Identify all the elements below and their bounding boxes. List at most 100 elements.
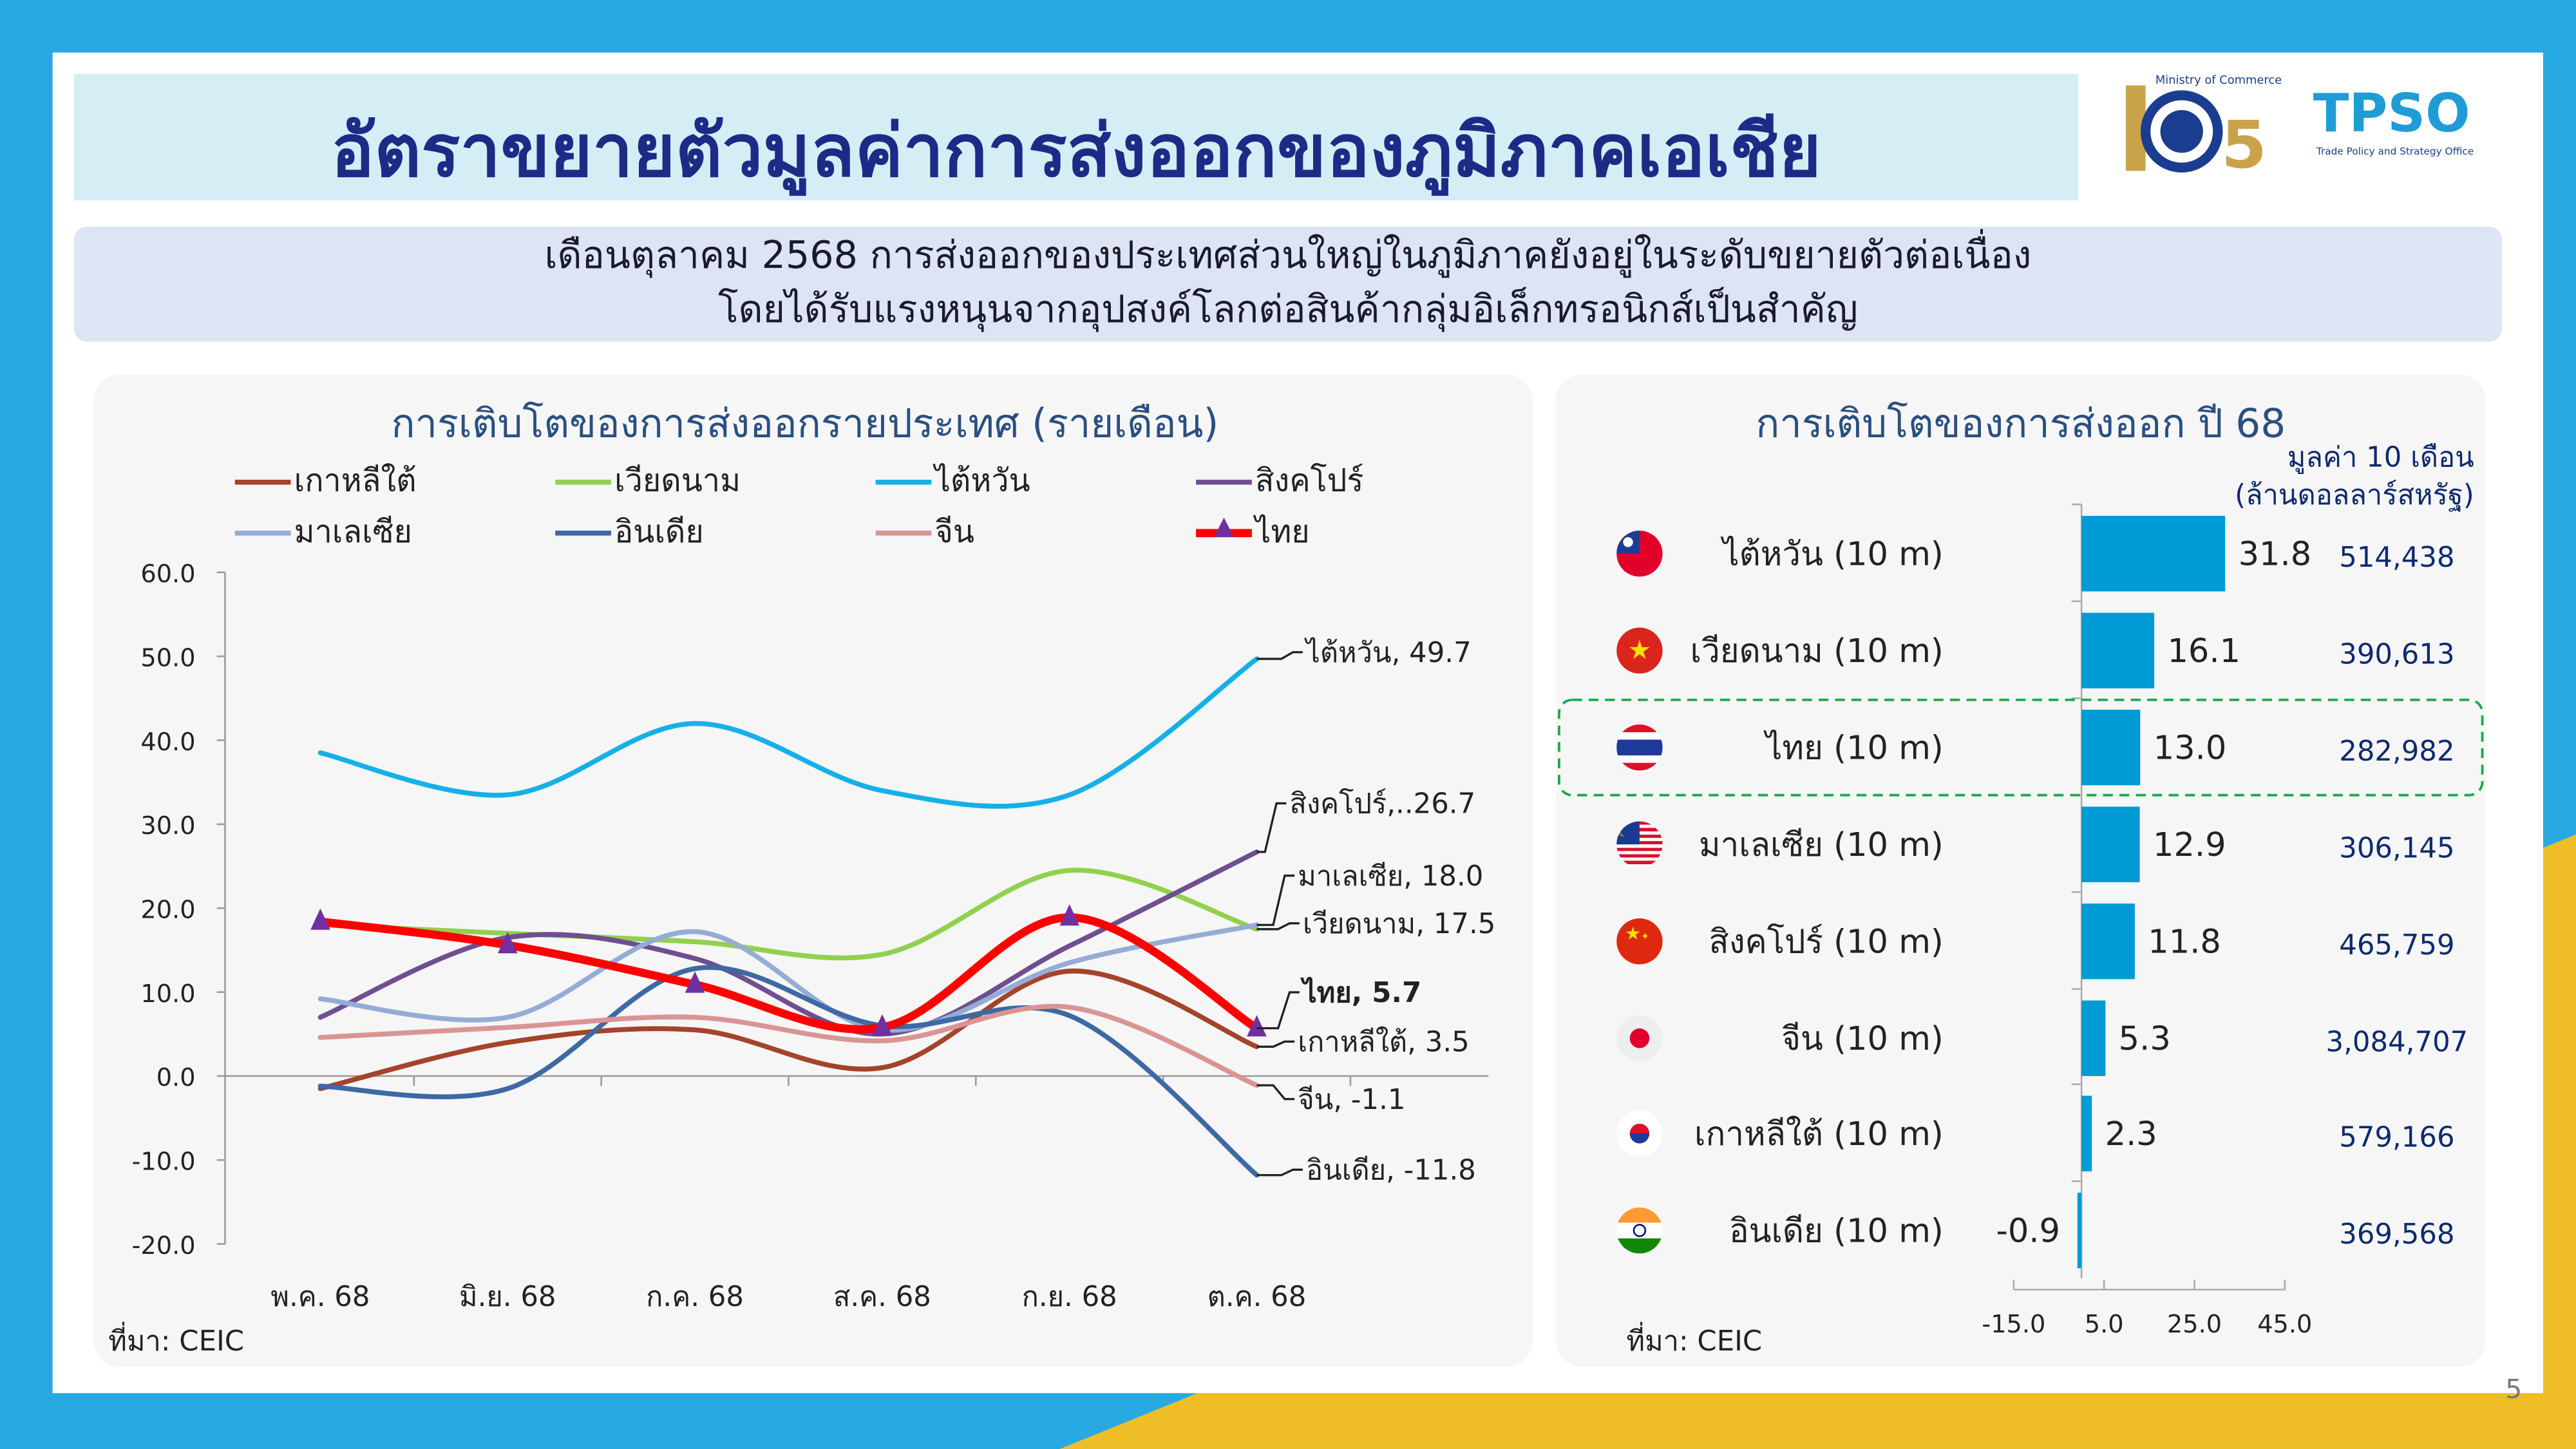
taiwan-flag-icon <box>1616 530 1663 577</box>
legend-label: สิงคโปร์ <box>1255 463 1364 500</box>
legend-swatch <box>1196 516 1252 536</box>
y-tick-label: 30.0 <box>140 811 195 840</box>
amount-header-line-1: มูลค่า 10 เดือน <box>2287 442 2474 475</box>
legend-item: สิงคโปร์ <box>1196 457 1363 506</box>
bar <box>2081 710 2141 786</box>
legend-label: อินเดีย <box>614 514 704 551</box>
export-amount: 3,084,707 <box>2325 1027 2468 1060</box>
export-amount: 369,568 <box>2339 1218 2455 1252</box>
highlight-box <box>1557 698 2484 797</box>
y-tick-label: -10.0 <box>132 1148 196 1177</box>
leader-line <box>1256 922 1300 931</box>
bar-value-label: 31.8 <box>2238 534 2312 574</box>
legend-label: จีน <box>934 514 975 551</box>
amount-header: มูลค่า 10 เดือน (ล้านดอลลาร์สหรัฐ) <box>2235 440 2474 516</box>
x-tick-label: ส.ค. 68 <box>833 1281 931 1313</box>
series-line-4 <box>317 922 1260 1033</box>
bar <box>2081 612 2155 688</box>
category-label: สิงคโปร์ (10 m) <box>1709 922 1944 961</box>
end-label: มาเลเซีย, 18.0 <box>1298 860 1483 893</box>
x-tick-label: -15.0 <box>1982 1310 2045 1339</box>
page-title: อัตราขยายตัวมูลค่าการส่งออกของภูมิภาคเอเ… <box>330 109 1822 194</box>
end-label: เกาหลีใต้, 3.5 <box>1298 1026 1469 1059</box>
x-tick-label: 25.0 <box>2167 1310 2222 1339</box>
bar-value-label: 2.3 <box>2105 1113 2157 1153</box>
legend-item: เกาหลีใต้ <box>234 457 417 506</box>
bar-value-label: 11.8 <box>2148 922 2221 961</box>
legend-item: ไทย <box>1196 507 1310 557</box>
category-label: เกาหลีใต้ (10 m) <box>1694 1113 1944 1153</box>
legend-label: ไต้หวัน <box>934 463 1030 500</box>
thailand-marker <box>310 908 330 930</box>
y-tick-label: 50.0 <box>140 643 195 672</box>
x-tick-label: 45.0 <box>2257 1310 2312 1339</box>
vietnam-flag-icon: ★ <box>1616 627 1663 674</box>
series-line-1 <box>317 867 1260 961</box>
malaysia-flag-icon: ☾ <box>1616 821 1663 867</box>
leader-line <box>1256 1040 1295 1048</box>
legend-swatch <box>875 478 932 484</box>
bar <box>2081 1095 2092 1171</box>
legend-swatch <box>234 478 291 484</box>
export-amount: 282,982 <box>2339 735 2455 769</box>
export-amount: 579,166 <box>2339 1122 2455 1155</box>
series-line-6 <box>317 1003 1260 1088</box>
legend-item: มาเลเซีย <box>234 507 412 557</box>
line-chart-title: การเติบโตของการส่งออกรายประเทศ (รายเดือน… <box>391 401 1219 447</box>
legend-item: ไต้หวัน <box>875 457 1030 506</box>
y-tick-label: -20.0 <box>132 1231 196 1260</box>
leader-line <box>1256 1084 1295 1101</box>
end-label: อินเดีย, -11.8 <box>1306 1155 1476 1187</box>
line-chart-source: ที่มา: CEIC <box>108 1325 245 1359</box>
monthly-growth-panel <box>93 374 1533 1367</box>
category-label: มาเลเซีย (10 m) <box>1699 824 1944 864</box>
bar-value-label: 13.0 <box>2153 728 2227 768</box>
export-amount: 390,613 <box>2339 639 2455 672</box>
bar <box>2081 806 2140 882</box>
bar <box>2081 1000 2106 1076</box>
bar-chart-source: ที่มา: CEIC <box>1626 1325 1763 1359</box>
summary-line-1: เดือนตุลาคม 2568 การส่งออกของประเทศส่วนใ… <box>544 234 2032 278</box>
x-tick-label: ก.ย. 68 <box>1022 1281 1117 1313</box>
bar <box>2081 904 2135 980</box>
legend-item: อินเดีย <box>555 507 704 557</box>
series-line-2 <box>317 656 1260 809</box>
export-amount: 514,438 <box>2339 542 2455 575</box>
category-label: ไต้หวัน (10 m) <box>1723 534 1944 574</box>
category-label: จีน (10 m) <box>1781 1018 1944 1058</box>
category-label: เวียดนาม (10 m) <box>1690 630 1944 670</box>
x-tick-label: ต.ค. 68 <box>1208 1281 1307 1313</box>
category-label: ไทย (10 m) <box>1765 728 1944 768</box>
y-tick-label: 60.0 <box>140 560 195 589</box>
legend-swatch <box>875 529 932 535</box>
bar-value-label: 16.1 <box>2167 630 2241 670</box>
legend-swatch <box>555 478 611 484</box>
korea-flag-icon <box>1616 1110 1663 1157</box>
y-tick-label: 10.0 <box>140 980 195 1009</box>
bar <box>2077 1193 2082 1269</box>
y-tick-label: 0.0 <box>156 1063 196 1092</box>
legend-label: ไทย <box>1255 514 1310 551</box>
china-flag-icon: ★✦ <box>1616 918 1663 965</box>
bar-chart-title: การเติบโตของการส่งออก ปี 68 <box>1756 401 2286 447</box>
leader-line <box>1256 991 1300 1030</box>
series-line-7 <box>316 913 1261 1034</box>
ministry-105-logo: 5 Ministry of Commerce <box>2119 72 2292 174</box>
legend-swatch <box>555 529 611 535</box>
legend-swatch <box>234 529 291 535</box>
japan-flag-icon <box>1616 1015 1663 1061</box>
svg-text:5: 5 <box>2221 107 2267 174</box>
svg-text:Ministry of Commerce: Ministry of Commerce <box>2155 73 2282 87</box>
summary-line-2: โดยได้รับแรงหนุนจากอุปสงค์โลกต่อสินค้ากล… <box>717 289 1858 332</box>
legend-item: จีน <box>875 507 975 557</box>
bar-value-label: 5.3 <box>2118 1018 2171 1058</box>
thailand-marker <box>685 971 705 993</box>
end-label: ไทย, 5.7 <box>1300 976 1421 1009</box>
leader-line <box>1256 651 1303 660</box>
x-tick-label: พ.ค. 68 <box>270 1281 370 1313</box>
series-line-0 <box>317 969 1260 1092</box>
bar-value-label: 12.9 <box>2153 824 2226 864</box>
leader-line <box>1256 875 1295 926</box>
